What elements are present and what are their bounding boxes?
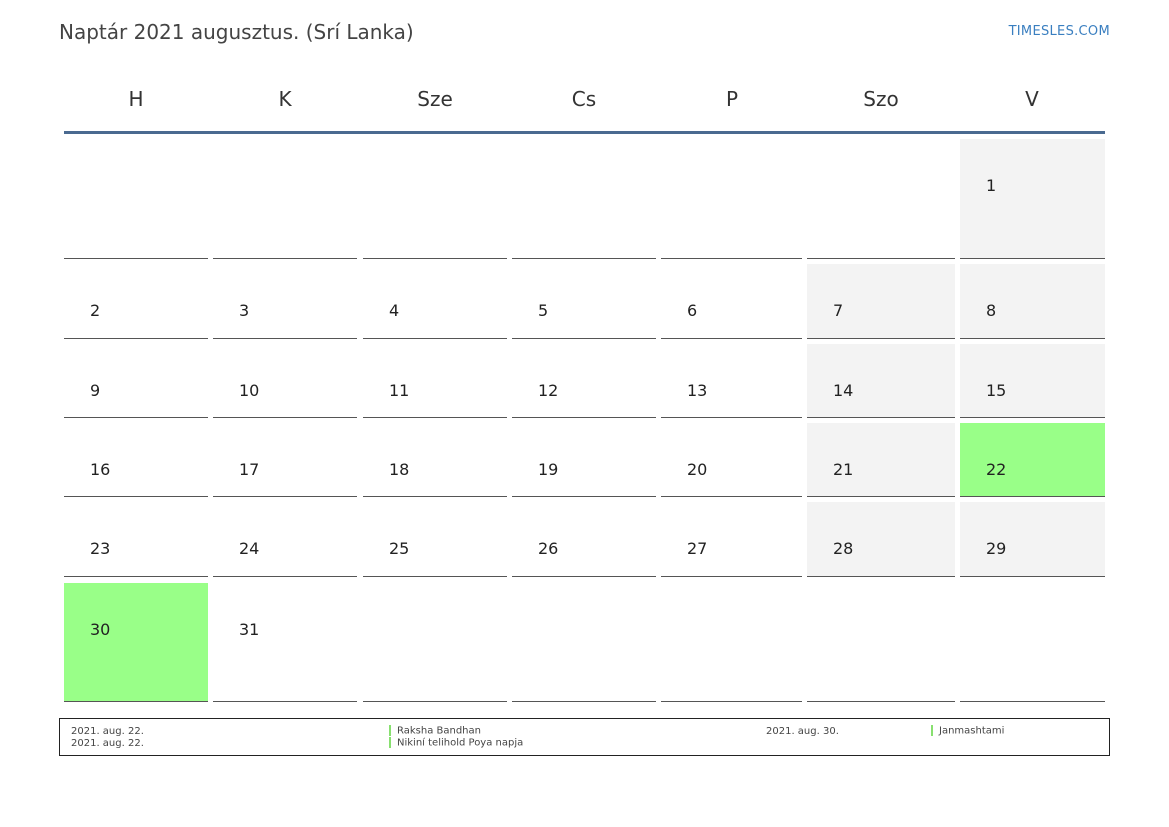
day-cell-17[interactable]: 17 [213, 423, 357, 497]
day-number: 5 [538, 301, 549, 320]
empty-day-cell [960, 583, 1105, 702]
empty-day-cell [807, 139, 955, 259]
day-cell-26[interactable]: 26 [512, 502, 656, 577]
weekday-wed: Sze [417, 87, 453, 111]
day-cell-5[interactable]: 5 [512, 264, 656, 339]
day-number: 18 [389, 460, 410, 479]
day-number: 17 [239, 460, 260, 479]
day-cell-24[interactable]: 24 [213, 502, 357, 577]
day-cell-22[interactable]: 22 [960, 423, 1105, 497]
day-number: 3 [239, 301, 250, 320]
day-cell-19[interactable]: 19 [512, 423, 656, 497]
holiday-legend: 2021. aug. 22. Raksha Bandhan 2021. aug.… [59, 718, 1110, 756]
page-title: Naptár 2021 augusztus. (Srí Lanka) [59, 20, 414, 44]
day-cell-11[interactable]: 11 [363, 344, 507, 418]
day-number: 22 [986, 460, 1007, 479]
empty-day-cell [213, 139, 357, 259]
day-number: 23 [90, 539, 111, 558]
day-number: 29 [986, 539, 1007, 558]
day-number: 28 [833, 539, 854, 558]
day-cell-13[interactable]: 13 [661, 344, 802, 418]
day-number: 8 [986, 301, 997, 320]
weekday-mon: H [128, 87, 144, 111]
day-cell-3[interactable]: 3 [213, 264, 357, 339]
empty-day-cell [512, 583, 656, 702]
day-cell-21[interactable]: 21 [807, 423, 955, 497]
empty-day-cell [64, 139, 208, 259]
weekday-thu: Cs [571, 87, 597, 111]
empty-day-cell [363, 139, 507, 259]
day-cell-15[interactable]: 15 [960, 344, 1105, 418]
day-cell-25[interactable]: 25 [363, 502, 507, 577]
day-cell-20[interactable]: 20 [661, 423, 802, 497]
legend-date: 2021. aug. 30. [766, 726, 839, 737]
empty-day-cell [807, 583, 955, 702]
day-number: 31 [239, 620, 260, 639]
day-cell-8[interactable]: 8 [960, 264, 1105, 339]
day-number: 25 [389, 539, 410, 558]
header-divider [64, 131, 1105, 134]
weekday-tue: K [278, 87, 292, 111]
day-number: 21 [833, 460, 854, 479]
day-number: 24 [239, 539, 260, 558]
day-cell-10[interactable]: 10 [213, 344, 357, 418]
day-number: 7 [833, 301, 844, 320]
day-number: 9 [90, 381, 101, 400]
day-number: 4 [389, 301, 400, 320]
empty-day-cell [661, 139, 802, 259]
weekday-sun: V [1025, 87, 1039, 111]
day-cell-14[interactable]: 14 [807, 344, 955, 418]
day-cell-30[interactable]: 30 [64, 583, 208, 702]
day-cell-31[interactable]: 31 [213, 583, 357, 702]
day-number: 15 [986, 381, 1007, 400]
empty-day-cell [512, 139, 656, 259]
day-number: 2 [90, 301, 101, 320]
weekday-sat: Szo [863, 87, 899, 111]
day-number: 1 [986, 176, 997, 195]
day-cell-7[interactable]: 7 [807, 264, 955, 339]
day-cell-18[interactable]: 18 [363, 423, 507, 497]
legend-date: 2021. aug. 22. [71, 726, 144, 737]
weekday-fri: P [725, 87, 739, 111]
legend-holiday-name: Raksha Bandhan [389, 725, 481, 737]
day-number: 14 [833, 381, 854, 400]
day-number: 6 [687, 301, 698, 320]
legend-date: 2021. aug. 22. [71, 738, 144, 749]
day-number: 19 [538, 460, 559, 479]
legend-holiday-name: Nikiní telihold Poya napja [389, 737, 523, 749]
day-number: 13 [687, 381, 708, 400]
day-cell-12[interactable]: 12 [512, 344, 656, 418]
brand-link[interactable]: TIMESLES.COM [1008, 24, 1110, 39]
day-number: 12 [538, 381, 559, 400]
day-cell-23[interactable]: 23 [64, 502, 208, 577]
day-cell-4[interactable]: 4 [363, 264, 507, 339]
day-number: 10 [239, 381, 260, 400]
day-cell-6[interactable]: 6 [661, 264, 802, 339]
day-number: 26 [538, 539, 559, 558]
day-number: 30 [90, 620, 111, 639]
day-number: 16 [90, 460, 111, 479]
day-cell-27[interactable]: 27 [661, 502, 802, 577]
empty-day-cell [363, 583, 507, 702]
day-cell-9[interactable]: 9 [64, 344, 208, 418]
day-cell-1[interactable]: 1 [960, 139, 1105, 259]
day-number: 20 [687, 460, 708, 479]
empty-day-cell [661, 583, 802, 702]
day-cell-28[interactable]: 28 [807, 502, 955, 577]
day-cell-29[interactable]: 29 [960, 502, 1105, 577]
day-cell-2[interactable]: 2 [64, 264, 208, 339]
day-cell-16[interactable]: 16 [64, 423, 208, 497]
day-number: 27 [687, 539, 708, 558]
legend-holiday-name: Janmashtami [931, 725, 1004, 737]
day-number: 11 [389, 381, 410, 400]
